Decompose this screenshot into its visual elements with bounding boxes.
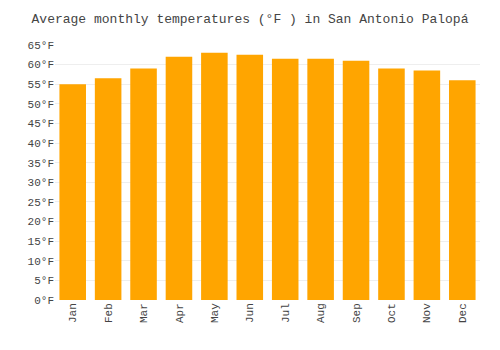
svg-text:45°F: 45°F	[28, 118, 54, 130]
svg-text:Jun: Jun	[244, 303, 256, 323]
svg-text:Apr: Apr	[174, 303, 186, 323]
svg-text:65°F: 65°F	[28, 40, 54, 52]
svg-text:May: May	[209, 303, 221, 323]
svg-text:20°F: 20°F	[28, 216, 54, 228]
svg-text:35°F: 35°F	[28, 158, 54, 170]
svg-text:0°F: 0°F	[34, 295, 54, 307]
svg-text:15°F: 15°F	[28, 236, 54, 248]
svg-text:60°F: 60°F	[28, 59, 54, 71]
svg-text:Mar: Mar	[138, 303, 150, 323]
svg-text:Jan: Jan	[67, 303, 79, 323]
svg-text:Nov: Nov	[421, 303, 433, 323]
svg-text:Aug: Aug	[315, 303, 327, 323]
svg-text:25°F: 25°F	[28, 197, 54, 209]
svg-text:Feb: Feb	[103, 303, 115, 323]
svg-text:Average monthly temperatures (: Average monthly temperatures (°F ) in Sa…	[32, 12, 469, 27]
svg-text:55°F: 55°F	[28, 79, 54, 91]
svg-text:40°F: 40°F	[28, 138, 54, 150]
svg-text:5°F: 5°F	[34, 275, 54, 287]
svg-text:Sep: Sep	[351, 303, 363, 323]
svg-text:10°F: 10°F	[28, 256, 54, 268]
svg-text:50°F: 50°F	[28, 99, 54, 111]
svg-text:Oct: Oct	[386, 303, 398, 323]
svg-text:Jul: Jul	[280, 303, 292, 323]
svg-text:30°F: 30°F	[28, 177, 54, 189]
svg-text:Dec: Dec	[457, 303, 469, 323]
